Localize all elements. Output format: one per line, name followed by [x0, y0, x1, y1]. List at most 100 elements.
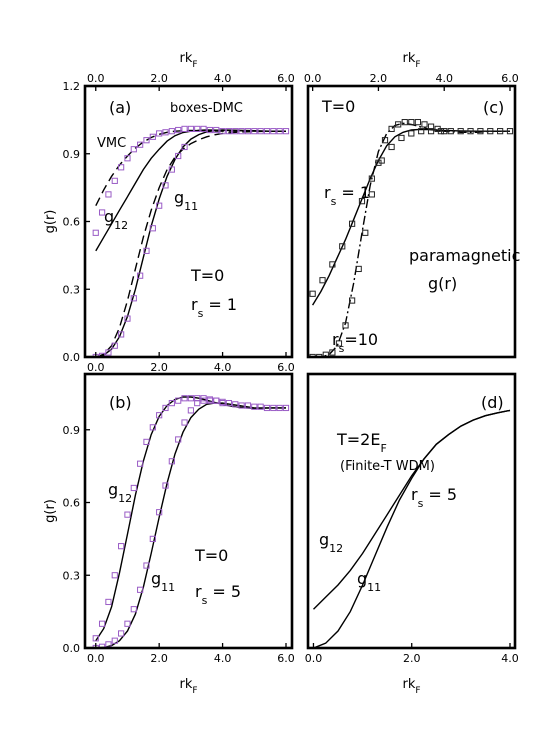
plot-area	[92, 125, 290, 357]
dmc-point	[105, 598, 112, 606]
dmc-point	[156, 509, 163, 516]
annotation-rs1: rs = 1	[324, 183, 370, 208]
y-axis-label: g(r)	[43, 210, 58, 234]
dmc-point	[168, 166, 175, 173]
dmc-point	[175, 397, 182, 404]
dmc-point	[408, 130, 415, 137]
annotation-rs: rs = 1	[191, 295, 237, 320]
dmc-point	[418, 128, 425, 135]
dmc-point	[124, 511, 131, 518]
x-tick-label: 4.0	[214, 652, 232, 665]
dmc-point	[162, 482, 169, 489]
frame	[306, 372, 517, 650]
dmc-point	[497, 128, 504, 135]
dmc-point	[143, 438, 150, 445]
dmc-point	[187, 125, 194, 133]
plot-area	[92, 395, 290, 648]
frame	[83, 372, 294, 650]
dmc-point	[335, 340, 343, 347]
dmc-point	[368, 175, 375, 182]
dmc-point	[143, 562, 150, 569]
x-tick-label: 2.0	[150, 361, 168, 374]
dmc-point	[175, 436, 182, 443]
dmc-point	[342, 322, 349, 329]
dmc-point	[124, 315, 131, 322]
annotation-g11: g11	[151, 569, 175, 594]
annotation-g12: g12	[108, 480, 132, 505]
dmc-point	[168, 399, 175, 407]
dmc-point	[181, 395, 188, 402]
annotation-g12: g12	[104, 207, 128, 232]
dmc-point	[388, 143, 395, 151]
panel-c: 0.0 2.0 4.0 6.0 rkF (c) T=0 rs = 1 paramagnetic g…	[304, 51, 520, 359]
dmc-point	[251, 403, 258, 410]
dmc-point	[467, 128, 474, 135]
frame	[306, 84, 517, 359]
dmc-point	[130, 146, 137, 153]
dmc-point	[111, 342, 118, 349]
annotation-g12: g12	[319, 530, 343, 555]
annotation-temp: T=0	[194, 546, 228, 565]
dmc-point	[319, 277, 326, 284]
dmc-point	[118, 164, 125, 171]
x-tick-label: 2.0	[403, 652, 421, 665]
dmc-point	[257, 403, 264, 410]
series-g12-vmc	[95, 129, 286, 207]
series-boxes-rs-1	[309, 128, 514, 297]
dmc-point	[219, 399, 226, 407]
dmc-point	[213, 126, 220, 134]
dmc-point	[388, 125, 395, 133]
dmc-point	[130, 484, 137, 492]
annotation-vmc: VMC	[97, 136, 126, 151]
x-tick-label: 6.0	[277, 652, 295, 665]
dmc-point	[349, 220, 356, 227]
top-x-axis-label: rkF	[402, 51, 420, 70]
annotation-g11: g11	[357, 569, 381, 594]
annotation-temp: T=0	[190, 266, 224, 285]
panel-d: 0.0 2.0 4.0 rkF (d) T=2EF (Finite-T WDM) rs = 5…	[305, 372, 519, 696]
y-tick-label: 0.3	[63, 569, 81, 582]
top-tick-label: 0.0	[87, 72, 105, 85]
plot-area	[309, 119, 514, 357]
dmc-point	[238, 128, 245, 135]
dmc-point	[143, 247, 150, 254]
series-g12	[95, 396, 286, 642]
dmc-point	[187, 407, 194, 414]
y-tick-label: 1.2	[63, 80, 81, 93]
dmc-point	[329, 261, 336, 268]
dmc-point	[124, 620, 131, 627]
dmc-point	[225, 399, 233, 407]
dmc-point	[427, 123, 435, 130]
dmc-point	[329, 349, 336, 356]
annotation-wdm: (Finite-T WDM)	[340, 459, 435, 474]
dmc-point	[368, 191, 375, 198]
dmc-point	[162, 404, 169, 412]
x-tick-label: 6.0	[277, 361, 295, 374]
dmc-point	[263, 404, 271, 412]
dmc-point	[270, 128, 277, 135]
dmc-point	[322, 351, 329, 357]
dmc-point	[282, 128, 290, 135]
x-tick-label: 4.0	[214, 361, 232, 374]
dmc-point	[181, 419, 188, 426]
dmc-point	[156, 412, 163, 419]
dmc-point	[232, 401, 239, 408]
x-tick-label: 0.0	[305, 652, 323, 665]
x-axis-label: rkF	[179, 677, 197, 696]
dmc-point	[427, 128, 435, 135]
dmc-point	[355, 265, 362, 273]
dmc-point	[143, 137, 150, 144]
dmc-point	[434, 125, 441, 133]
dmc-point	[381, 137, 389, 144]
dmc-point	[118, 630, 125, 637]
annotation-rs: rs = 5	[411, 485, 457, 510]
top-tick-label: 2.0	[150, 72, 168, 85]
series-g11	[95, 402, 286, 648]
panel-b: 0.0 0.3 0.6 0.9 0.0 2.0 4.0 6.0 rkF g(r) (b) g12 g11…	[43, 372, 295, 696]
top-tick-label: 6.0	[501, 72, 519, 85]
dmc-point	[187, 395, 194, 402]
dmc-point	[137, 586, 144, 593]
dmc-point	[395, 121, 402, 128]
dmc-point	[244, 402, 252, 409]
dmc-point	[219, 128, 226, 135]
